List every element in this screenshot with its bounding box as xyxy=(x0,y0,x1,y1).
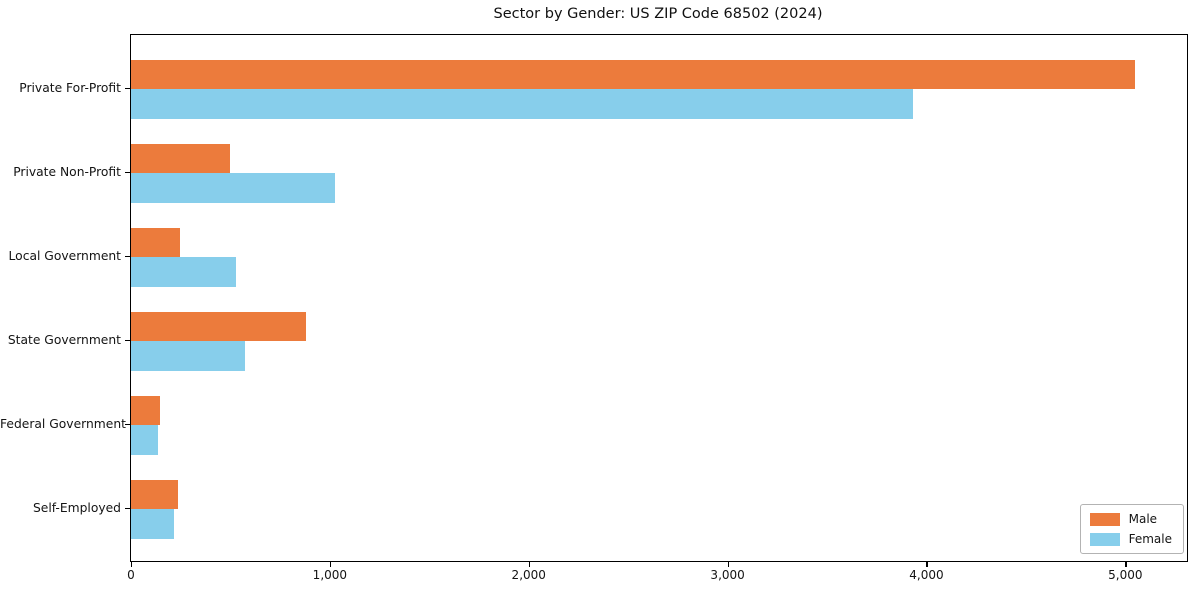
y-tick-mark xyxy=(125,172,130,174)
bar-female-federal-government xyxy=(131,425,158,455)
x-tick-mark xyxy=(131,562,133,567)
x-axis-tick-0: 0 xyxy=(127,568,135,582)
y-axis-label-private-for-profit: Private For-Profit xyxy=(19,81,121,95)
y-axis-label-state-government: State Government xyxy=(7,333,121,347)
x-tick-mark xyxy=(329,562,332,567)
y-tick-mark xyxy=(125,340,130,342)
bar-male-local-government xyxy=(131,227,180,257)
y-axis-label-federal-government: Federal Government xyxy=(0,417,126,431)
x-axis-tick-3-000: 3,000 xyxy=(710,568,745,582)
bar-male-private-non-profit xyxy=(131,143,231,173)
legend-entry-female: Female xyxy=(1089,532,1172,546)
legend-label-female: Female xyxy=(1128,532,1172,546)
legend: Male Female xyxy=(1079,504,1184,554)
bar-male-federal-government xyxy=(131,395,160,425)
bar-female-state-government xyxy=(131,341,246,371)
x-axis-tick-2-000: 2,000 xyxy=(511,568,546,582)
y-tick-mark xyxy=(125,88,130,90)
legend-label-male: Male xyxy=(1128,512,1158,526)
y-tick-mark xyxy=(125,508,130,510)
bar-female-self-employed xyxy=(131,509,174,539)
bar-male-state-government xyxy=(131,311,306,341)
bar-female-local-government xyxy=(131,257,237,287)
bar-male-private-for-profit xyxy=(131,59,1136,89)
plot-area: Male Female xyxy=(130,34,1188,562)
y-tick-mark xyxy=(125,256,130,258)
x-axis-tick-5-000: 5,000 xyxy=(1108,568,1143,582)
x-axis-tick-4-000: 4,000 xyxy=(909,568,944,582)
legend-swatch-female xyxy=(1089,532,1120,546)
legend-swatch-male xyxy=(1089,512,1120,526)
y-tick-mark xyxy=(125,424,130,426)
y-axis-label-local-government: Local Government xyxy=(8,249,121,263)
x-tick-mark xyxy=(528,562,530,567)
x-tick-mark xyxy=(1125,562,1127,567)
bar-female-private-for-profit xyxy=(131,89,913,119)
x-tick-mark xyxy=(926,562,928,567)
x-tick-mark xyxy=(727,562,729,567)
legend-entry-male: Male xyxy=(1089,512,1172,526)
x-axis-tick-1-000: 1,000 xyxy=(312,568,348,582)
chart-title: Sector by Gender: US ZIP Code 68502 (202… xyxy=(493,6,823,22)
bar-male-self-employed xyxy=(131,479,178,509)
y-axis-label-self-employed: Self-Employed xyxy=(32,501,121,515)
bar-female-private-non-profit xyxy=(131,173,335,203)
y-axis-label-private-non-profit: Private Non-Profit xyxy=(13,165,121,179)
